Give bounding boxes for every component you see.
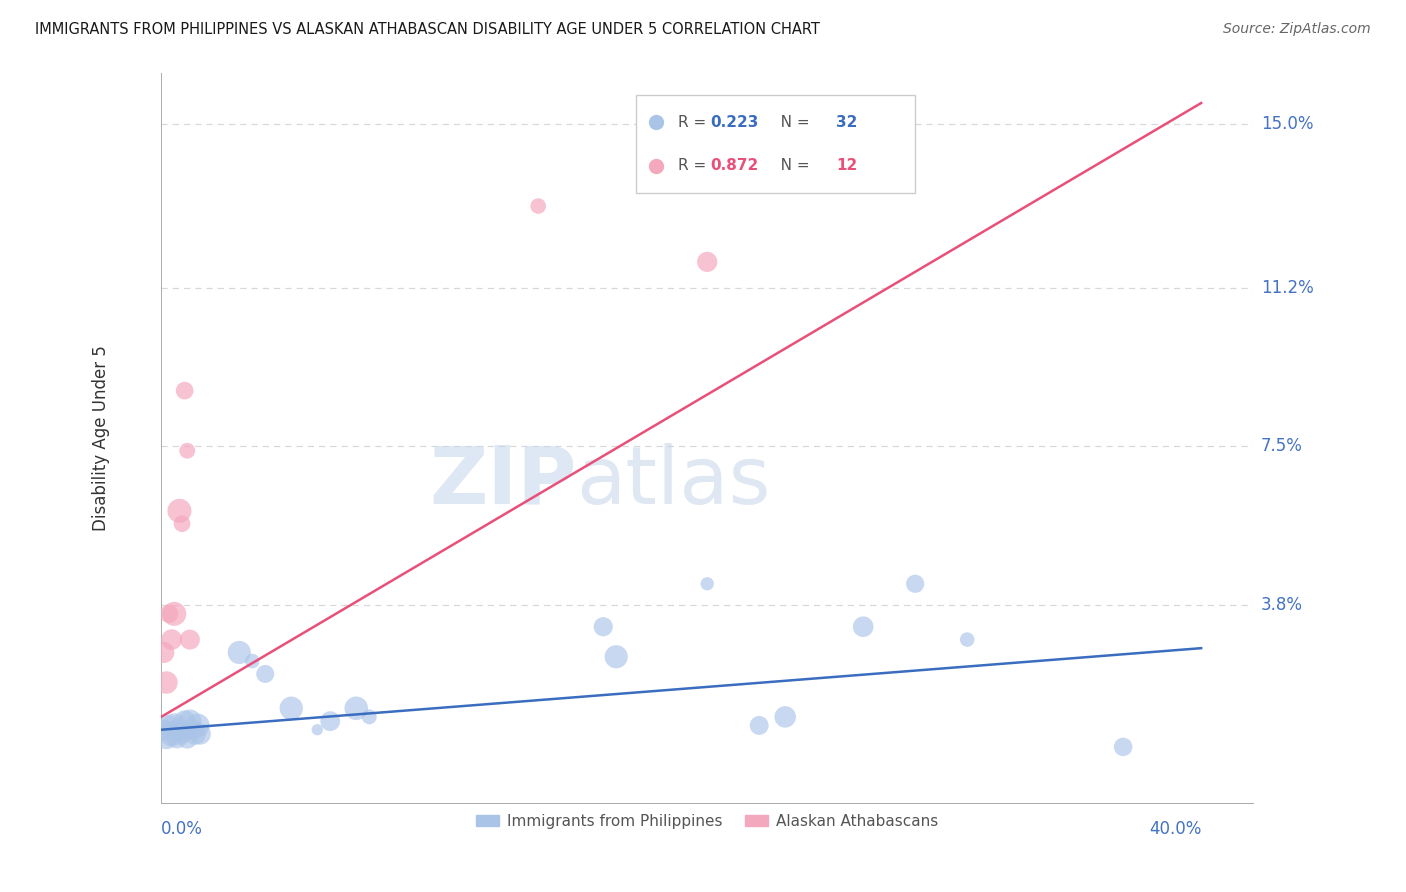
- Point: [157, 607, 180, 621]
- Point: [307, 723, 329, 737]
- Point: [696, 576, 718, 591]
- Point: [773, 710, 796, 724]
- Point: [170, 516, 193, 531]
- Point: [163, 718, 186, 732]
- Point: [173, 384, 195, 398]
- Legend: Immigrants from Philippines, Alaskan Athabascans: Immigrants from Philippines, Alaskan Ath…: [470, 808, 945, 835]
- Point: [184, 727, 207, 741]
- Point: [696, 255, 718, 269]
- Text: 3.8%: 3.8%: [1261, 596, 1303, 615]
- Text: Disability Age Under 5: Disability Age Under 5: [93, 345, 110, 531]
- Text: 32: 32: [837, 115, 858, 130]
- FancyBboxPatch shape: [637, 95, 915, 194]
- Text: atlas: atlas: [576, 442, 770, 521]
- Text: Source: ZipAtlas.com: Source: ZipAtlas.com: [1223, 22, 1371, 37]
- Point: [179, 632, 201, 647]
- Point: [179, 714, 201, 728]
- Point: [157, 718, 180, 732]
- Point: [160, 632, 183, 647]
- Text: IMMIGRANTS FROM PHILIPPINES VS ALASKAN ATHABASCAN DISABILITY AGE UNDER 5 CORRELA: IMMIGRANTS FROM PHILIPPINES VS ALASKAN A…: [35, 22, 820, 37]
- Point: [153, 645, 176, 659]
- Text: ZIP: ZIP: [429, 442, 576, 521]
- Point: [176, 443, 198, 458]
- Point: [155, 731, 177, 746]
- Text: R =: R =: [678, 158, 711, 173]
- Point: [153, 723, 176, 737]
- Text: N =: N =: [766, 158, 814, 173]
- Point: [188, 727, 211, 741]
- Point: [956, 632, 979, 647]
- Point: [169, 504, 191, 518]
- Text: 12: 12: [837, 158, 858, 173]
- Point: [280, 701, 302, 715]
- Point: [170, 727, 193, 741]
- Point: [319, 714, 342, 728]
- Text: 15.0%: 15.0%: [1261, 115, 1313, 134]
- Point: [605, 649, 627, 664]
- Text: R =: R =: [678, 115, 711, 130]
- Text: 0.872: 0.872: [710, 158, 759, 173]
- Point: [592, 620, 614, 634]
- Point: [344, 701, 367, 715]
- Point: [155, 675, 177, 690]
- Point: [1112, 739, 1135, 754]
- Point: [173, 714, 195, 728]
- Point: [163, 607, 186, 621]
- Point: [359, 710, 381, 724]
- Point: [852, 620, 875, 634]
- Point: [176, 731, 198, 746]
- Point: [169, 723, 191, 737]
- Text: 7.5%: 7.5%: [1261, 437, 1303, 456]
- Point: [904, 576, 927, 591]
- Text: 0.223: 0.223: [710, 115, 759, 130]
- Point: [181, 723, 204, 737]
- Text: 11.2%: 11.2%: [1261, 278, 1313, 297]
- Point: [228, 645, 250, 659]
- Text: 0.0%: 0.0%: [162, 820, 202, 838]
- Point: [160, 727, 183, 741]
- Point: [166, 731, 188, 746]
- Point: [240, 654, 263, 668]
- Point: [254, 667, 277, 681]
- Point: [187, 718, 209, 732]
- Point: [748, 718, 770, 732]
- Point: [527, 199, 550, 213]
- Text: 40.0%: 40.0%: [1149, 820, 1201, 838]
- Text: N =: N =: [766, 115, 814, 130]
